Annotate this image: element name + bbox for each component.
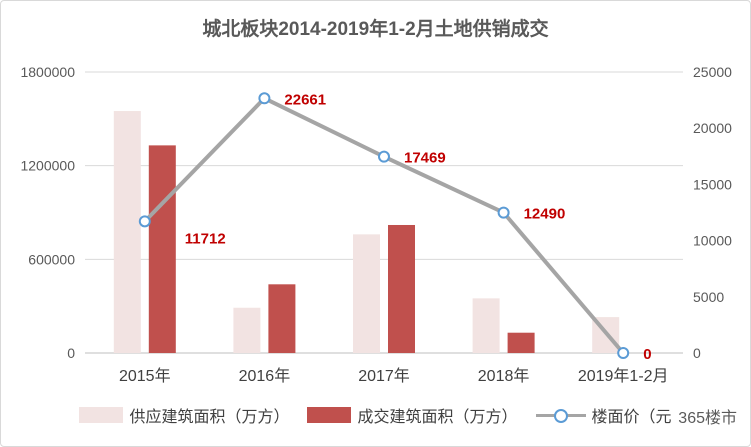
legend-item-supply: 供应建筑面积（万方） bbox=[79, 403, 289, 427]
y-left-tick-2: 1200000 bbox=[20, 158, 75, 174]
bar-s0-1 bbox=[233, 307, 261, 353]
y-right-tick-2: 10000 bbox=[693, 233, 732, 249]
legend-item-price: 楼面价（元 bbox=[535, 403, 672, 427]
price-point-2 bbox=[378, 150, 390, 163]
bar-s1-2 bbox=[388, 224, 415, 353]
legend-label-supply: 供应建筑面积（万方） bbox=[129, 409, 290, 426]
y-left-tick-0: 0 bbox=[67, 345, 75, 361]
y-left-tick-1: 600000 bbox=[28, 251, 75, 267]
price-label-2: 17469 bbox=[404, 150, 446, 167]
price-label-3: 12490 bbox=[524, 206, 566, 223]
chart-title: 城北板块2014-2019年1-2月土地供销成交 bbox=[202, 19, 549, 40]
legend-label-price: 楼面价（元 bbox=[591, 409, 672, 426]
y-right-tick-1: 5000 bbox=[693, 289, 724, 305]
legend-swatch-deal bbox=[307, 407, 352, 423]
x-tick-1: 2016年 bbox=[239, 367, 291, 385]
legend-label-deal: 成交建筑面积（万方） bbox=[357, 409, 518, 426]
watermark: 365楼市 bbox=[674, 404, 741, 428]
bar-s1-1 bbox=[268, 284, 296, 353]
price-point-1 bbox=[258, 92, 271, 105]
price-point-3 bbox=[497, 206, 510, 219]
legend-item-deal: 成交建筑面积（万方） bbox=[307, 403, 518, 427]
x-tick-4: 2019年1-2月 bbox=[578, 367, 669, 385]
price-label-1: 22661 bbox=[284, 91, 326, 108]
x-tick-3: 2018年 bbox=[478, 367, 530, 385]
price-point-0 bbox=[138, 215, 151, 228]
y-right-tick-4: 20000 bbox=[693, 120, 732, 136]
bar-s1-0 bbox=[148, 145, 176, 353]
y-right-tick-5: 25000 bbox=[693, 64, 732, 80]
price-point-4 bbox=[617, 347, 630, 359]
bar-s0-0 bbox=[113, 111, 141, 354]
legend-swatch-price bbox=[535, 407, 586, 423]
price-label-4: 0 bbox=[643, 346, 651, 363]
y-right-tick-0: 0 bbox=[693, 345, 701, 361]
price-label-0: 11712 bbox=[185, 230, 226, 247]
price-line bbox=[143, 96, 625, 355]
legend-swatch-supply bbox=[79, 407, 124, 423]
bar-s1-3 bbox=[507, 332, 535, 353]
x-tick-2: 2017年 bbox=[358, 367, 410, 385]
chart-legend: 供应建筑面积（万方） 成交建筑面积（万方） 楼面价（元 bbox=[0, 400, 751, 430]
x-tick-0: 2015年 bbox=[119, 367, 171, 385]
bar-s0-2 bbox=[353, 234, 380, 353]
y-right-tick-3: 15000 bbox=[693, 176, 732, 192]
chart-plot: 0 600000 1200000 1800000 0 5000 10000 15000 2000… bbox=[20, 64, 732, 385]
y-left-tick-3: 1800000 bbox=[20, 64, 75, 80]
bar-s0-3 bbox=[472, 298, 500, 353]
